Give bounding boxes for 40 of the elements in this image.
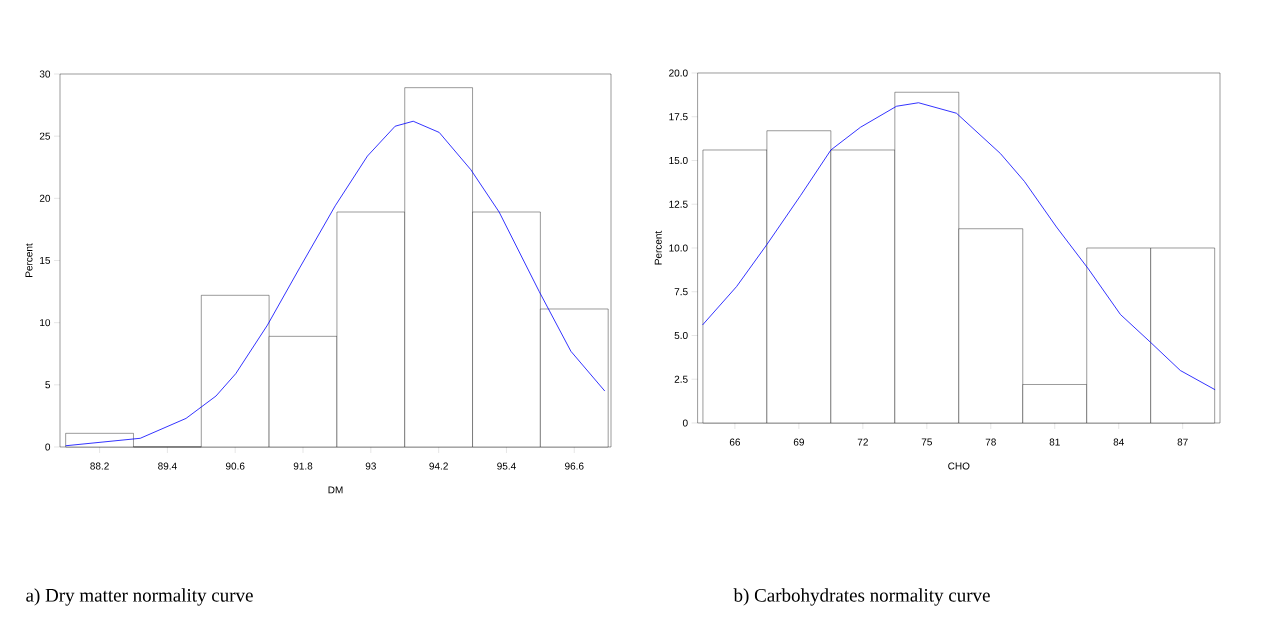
y-tick-label: 0 — [682, 419, 688, 427]
x-tick-label: 87 — [1177, 438, 1188, 446]
y-tick-label: 17.5 — [669, 113, 688, 121]
x-tick-label: 89.4 — [158, 462, 177, 470]
y-tick-label: 20.0 — [669, 69, 688, 77]
x-axis-title: DM — [328, 486, 343, 494]
x-tick-label: 88.2 — [90, 462, 109, 470]
x-tick-label: 90.6 — [225, 462, 245, 470]
y-tick-label: 15.0 — [669, 156, 688, 165]
x-tick-label: 94.2 — [429, 462, 448, 470]
y-tick-label: 5 — [45, 381, 51, 389]
y-tick-label: 12.5 — [669, 200, 688, 208]
text: a) Dry matter normality curve — [26, 588, 253, 606]
x-tick-label: 84 — [1113, 438, 1124, 446]
y-tick-label: 25 — [39, 132, 51, 140]
text: b) Carbohydrates normality curve — [733, 588, 990, 606]
y-tick-label: 30 — [39, 70, 51, 78]
x-tick-label: 66 — [729, 438, 741, 446]
y-tick-label: 2.5 — [674, 375, 688, 383]
x-tick-label: 93 — [365, 462, 376, 470]
y-tick-label: 15 — [40, 257, 51, 264]
line-series — [65, 120, 606, 447]
y-axis-title: Percent — [25, 243, 33, 277]
x-axis-title: CHO — [948, 462, 970, 470]
x-tick-label: 81 — [1049, 438, 1060, 446]
line-series — [702, 102, 1216, 391]
y-tick-label: 5.0 — [674, 331, 688, 340]
x-tick-label: 96.6 — [565, 462, 584, 470]
x-tick-label: 95.4 — [497, 462, 516, 470]
x-tick-label: 69 — [793, 438, 804, 446]
x-tick-label: 91.8 — [293, 462, 313, 470]
x-tick-label: 72 — [857, 438, 868, 446]
y-tick-label: 10.0 — [669, 244, 688, 252]
y-axis-title: Percent — [654, 230, 662, 265]
x-tick-label: 78 — [985, 438, 996, 446]
y-tick-label: 20 — [39, 194, 51, 202]
y-tick-label: 0 — [45, 443, 51, 451]
x-tick-label: 75 — [921, 438, 932, 446]
y-tick-label: 10 — [40, 319, 51, 327]
y-tick-label: 7.5 — [674, 288, 688, 296]
